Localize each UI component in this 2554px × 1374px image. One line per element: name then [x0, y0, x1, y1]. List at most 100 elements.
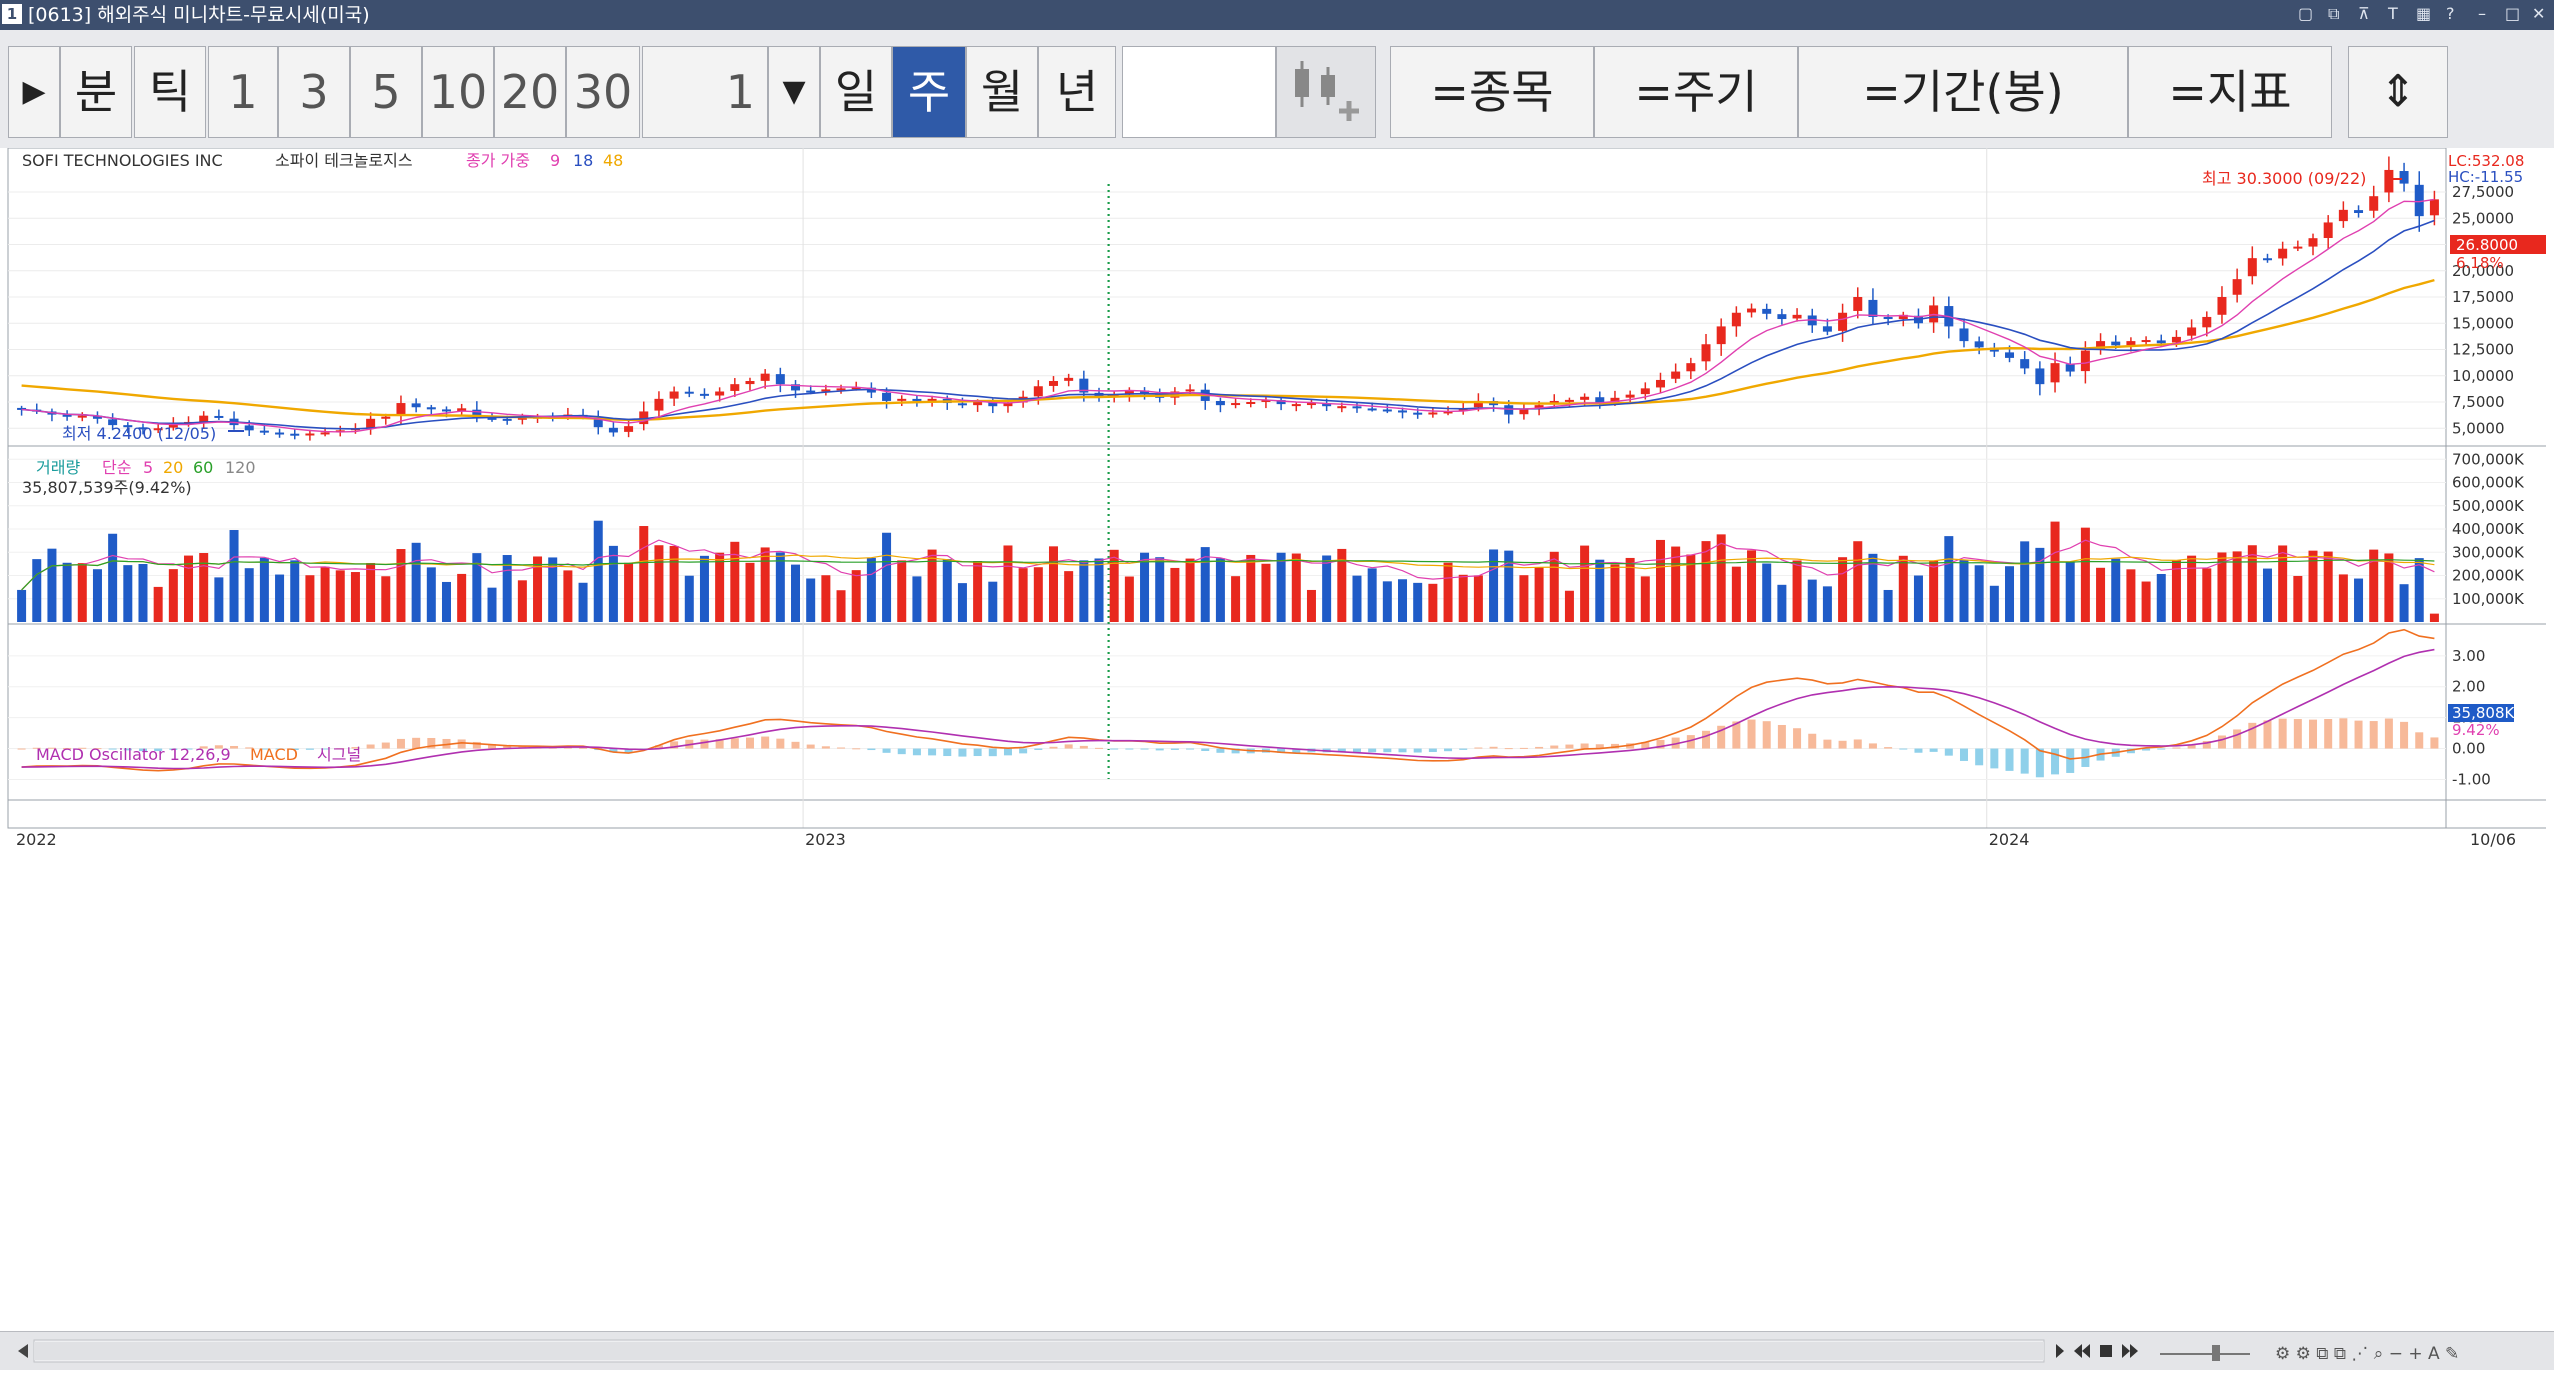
zoom-slider[interactable]: [2160, 1345, 2250, 1361]
settings-icon[interactable]: ⚙ ⚙ ⧉ ⧉ ⋰ ⌕ − + A ✎: [2275, 1344, 2459, 1364]
volume-bar-down: [502, 555, 512, 622]
macd-oscillator-bar: [654, 745, 663, 749]
macd-oscillator-bar: [123, 748, 132, 751]
candle-down: [1413, 412, 1423, 415]
maximize-icon[interactable]: □: [2505, 4, 2521, 23]
macd-oscillator-bar: [579, 747, 588, 749]
candle-down: [1079, 378, 1089, 393]
interval-button-20[interactable]: 20: [494, 46, 566, 138]
period-button-month[interactable]: 월: [966, 46, 1038, 138]
macd-tick-label: 2.00: [2452, 678, 2485, 696]
first-icon[interactable]: [2074, 1344, 2090, 1358]
period-button-minute[interactable]: 분: [60, 46, 132, 138]
interval-button-3[interactable]: 3: [278, 46, 350, 138]
candle-up: [1231, 403, 1241, 406]
volume-bar-up: [381, 576, 391, 622]
scroll-left-icon[interactable]: [18, 1344, 28, 1358]
volume-bar-down: [1382, 581, 1392, 622]
volume-bar-down: [2111, 558, 2121, 622]
macd-oscillator-bar: [1504, 748, 1513, 750]
interval-button-5[interactable]: 5: [350, 46, 422, 138]
volume-bar-up: [2308, 550, 2318, 622]
volume-bar-down: [244, 568, 254, 622]
macd-oscillator-bar: [351, 747, 360, 749]
chevron-down-icon[interactable]: ▼: [768, 46, 820, 138]
candle-up: [1428, 412, 1438, 415]
code-input[interactable]: [1122, 46, 1276, 138]
stop-icon[interactable]: [2100, 1345, 2112, 1357]
macd-tick-label: -1.00: [2452, 770, 2491, 788]
prev-icon[interactable]: [2056, 1344, 2064, 1358]
play-icon[interactable]: ▶: [8, 46, 60, 138]
interval-button-1[interactable]: 1: [208, 46, 278, 138]
macd-oscillator-bar: [624, 748, 633, 753]
font-icon[interactable]: T: [2388, 4, 2398, 23]
candle-up: [1747, 308, 1757, 313]
interval-input[interactable]: 1: [642, 46, 768, 138]
window-list-icon[interactable]: ⧉: [2328, 4, 2340, 23]
macd-oscillator-bar: [897, 748, 906, 755]
macd-oscillator-bar: [2217, 735, 2226, 749]
scrollbar-thumb[interactable]: [34, 1342, 2044, 1360]
period-button-week[interactable]: 주: [892, 46, 966, 138]
macd-oscillator-bar: [1732, 721, 1741, 749]
volume-tick-label: 400,000K: [2452, 520, 2525, 538]
volume-bar-down: [1155, 557, 1165, 622]
candle-down: [17, 407, 27, 410]
candle-up: [153, 428, 163, 431]
volume-bar-down: [1489, 549, 1499, 622]
period-button-tick[interactable]: 틱: [134, 46, 206, 138]
macd-oscillator-bar: [245, 747, 254, 749]
pin-icon[interactable]: ⊼: [2358, 4, 2370, 23]
candle-up: [1792, 314, 1802, 319]
layout-icon[interactable]: ▢: [2298, 4, 2314, 23]
interval-button-10[interactable]: 10: [422, 46, 494, 138]
macd-oscillator-bar: [1990, 748, 1999, 769]
split-toggle-icon[interactable]: ⇕: [2348, 46, 2448, 138]
volume-last-label: 35,807,539주(9.42%): [22, 478, 192, 497]
volume-bar-up: [2096, 567, 2106, 622]
candle-down: [259, 430, 269, 433]
volume-bar-down: [1398, 579, 1408, 622]
macd-oscillator-bar: [2354, 720, 2363, 749]
volume-bar-down: [1974, 565, 1984, 622]
volume-bar-up: [199, 553, 209, 622]
candle-up: [730, 384, 740, 391]
macd-oscillator-bar: [867, 748, 876, 751]
menu-button-period[interactable]: =주기: [1594, 46, 1798, 138]
volume-bar-up: [624, 562, 634, 622]
macd-oscillator-bar: [791, 741, 800, 749]
macd-oscillator-bar: [2415, 732, 2424, 749]
volume-bar-up: [1048, 546, 1058, 622]
candle-down: [1398, 410, 1408, 413]
macd-oscillator-bar: [199, 746, 208, 749]
macd-oscillator-bar: [1686, 735, 1695, 749]
macd-oscillator-bar: [670, 741, 679, 749]
menu-button-symbol[interactable]: =종목: [1390, 46, 1594, 138]
help-icon[interactable]: ?: [2446, 4, 2455, 23]
period-button-year[interactable]: 년: [1038, 46, 1116, 138]
interval-button-30[interactable]: 30: [566, 46, 640, 138]
minimize-icon[interactable]: –: [2478, 4, 2486, 23]
macd-oscillator-bar: [1413, 748, 1422, 753]
price-panel: [17, 156, 2439, 441]
macd-oscillator-bar: [230, 745, 239, 749]
period-button-day[interactable]: 일: [820, 46, 892, 138]
volume-bar-up: [821, 575, 831, 622]
macd-oscillator-bar: [1793, 728, 1802, 749]
macd-oscillator-bar: [715, 739, 724, 749]
price-tick-label: 27,5000: [2452, 183, 2514, 201]
menu-button-range[interactable]: =기간(봉): [1798, 46, 2128, 138]
volume-bar-up: [1747, 550, 1757, 622]
macd-oscillator-bar: [396, 738, 405, 749]
chart-type-icon[interactable]: [1276, 46, 1376, 138]
menu-button-indicator[interactable]: =지표: [2128, 46, 2332, 138]
volume-bar-up: [350, 572, 360, 622]
macd-oscillator-bar: [1610, 743, 1619, 749]
next-icon[interactable]: [2122, 1344, 2138, 1358]
volume-bar-up: [2338, 574, 2348, 622]
candle-up: [320, 432, 330, 435]
grid-icon[interactable]: ▦: [2416, 4, 2432, 23]
close-icon[interactable]: ✕: [2532, 4, 2546, 23]
macd-oscillator-bar: [2035, 748, 2044, 778]
